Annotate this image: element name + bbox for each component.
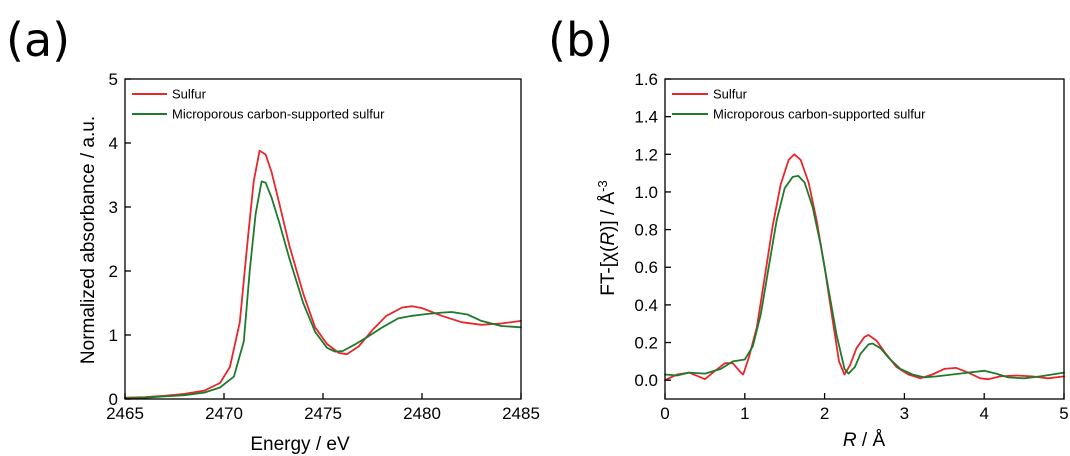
panel-a-plot-frame: [124, 78, 522, 400]
panel-b-y-axis-label: FT-[χ(R)] / Å-3: [595, 180, 620, 296]
panel-b-y-tick-label: 1.2: [634, 145, 658, 164]
panel-a-letter: (a): [6, 13, 70, 67]
panel-b-y-tick-label: 0.2: [634, 334, 658, 353]
panel-b-y-axis-label-symbol: R: [598, 232, 619, 246]
panel-a-y-tick-label: 1: [109, 326, 118, 345]
panel-a-x-tick-label: 2485: [502, 404, 540, 423]
panel-b-y-tick-label: 0.8: [634, 221, 658, 240]
panel-a-x-ticks: 2465 2470 2475 2480 2485: [106, 393, 540, 423]
panel-b-y-tick-label: 1.0: [634, 183, 658, 202]
panel-b-y-tick-label: 1.4: [634, 108, 658, 127]
panel-a-y-tick-label: 0: [109, 390, 118, 409]
panel-b-x-tick-label: 1: [740, 404, 749, 423]
panel-a-chart: (a) 2465 2470 2475 2480 2485 0 1 2 3 4 5 Energy /…: [6, 13, 540, 455]
panel-a-series-carbon-sulfur-line: [124, 180, 522, 400]
panel-b-x-axis-label: R / Å: [843, 430, 886, 451]
panel-b-x-ticks: 0 1 2 3 4 5: [660, 393, 1069, 423]
panel-a-series-sulfur-line: [124, 149, 522, 399]
panel-b-x-tick-label: 2: [820, 404, 829, 423]
panel-a-y-tick-label: 5: [109, 70, 118, 89]
panel-b-y-axis-label-sup: -3: [595, 180, 610, 192]
panel-a-x-tick-label: 2480: [403, 404, 441, 423]
panel-b-x-tick-label: 5: [1059, 404, 1068, 423]
panel-b-x-tick-label: 3: [900, 404, 909, 423]
panel-a-y-tick-label: 2: [109, 262, 118, 281]
panel-b-legend-sulfur-label: Sulfur: [713, 87, 748, 102]
panel-b-series-carbon-sulfur-line: [664, 174, 1065, 380]
panel-b-chart: (b) 0 1 2 3 4 5 0.0 0.2 0.4 0.6 0.8 1.0 1.2 1.4 1.6 R…: [548, 13, 1069, 451]
panel-b-legend-carbon-label: Microporous carbon-supported sulfur: [713, 107, 926, 122]
panel-b-x-tick-label: 4: [979, 404, 988, 423]
panel-b-y-axis-label-mid: )] / Å: [598, 191, 619, 231]
panel-a-legend-carbon-label: Microporous carbon-supported sulfur: [172, 107, 385, 122]
panel-b-y-tick-label: 0.6: [634, 258, 658, 277]
panel-b-x-axis-label-symbol: R: [843, 430, 857, 451]
panel-b-series-lines: [664, 153, 1065, 382]
panel-a-y-ticks: 0 1 2 3 4 5: [109, 70, 131, 409]
panel-a-x-tick-label: 2465: [106, 404, 144, 423]
panel-b-series-sulfur-line: [664, 153, 1065, 382]
panel-b-y-tick-label: 0.4: [634, 296, 658, 315]
panel-b-x-tick-label: 0: [660, 404, 669, 423]
panel-a-y-tick-label: 3: [109, 198, 118, 217]
panel-b-y-tick-label: 0.0: [634, 371, 658, 390]
panel-a-series-lines: [124, 149, 522, 400]
panel-b-legend: Sulfur Microporous carbon-supported sulf…: [672, 87, 926, 122]
panel-b-y-tick-label: 1.6: [634, 70, 658, 89]
panel-a-legend-sulfur-label: Sulfur: [172, 87, 207, 102]
panel-a-legend: Sulfur Microporous carbon-supported sulf…: [132, 87, 385, 122]
panel-b-y-ticks: 0.0 0.2 0.4 0.6 0.8 1.0 1.2 1.4 1.6: [634, 70, 671, 390]
panel-a-x-tick-label: 2470: [205, 404, 243, 423]
panel-a-y-axis-label: Normalized absorbance / a.u.: [78, 116, 99, 364]
panel-a-y-tick-label: 4: [109, 134, 118, 153]
panel-b-x-axis-label-unit: / Å: [857, 430, 886, 451]
panel-a-x-tick-label: 2475: [304, 404, 342, 423]
panel-a-x-axis-label: Energy / eV: [250, 434, 350, 455]
panel-b-y-axis-label-pre: FT-[χ(: [598, 245, 619, 296]
panel-b-letter: (b): [548, 13, 613, 67]
panel-b-plot-frame: [664, 78, 1065, 400]
